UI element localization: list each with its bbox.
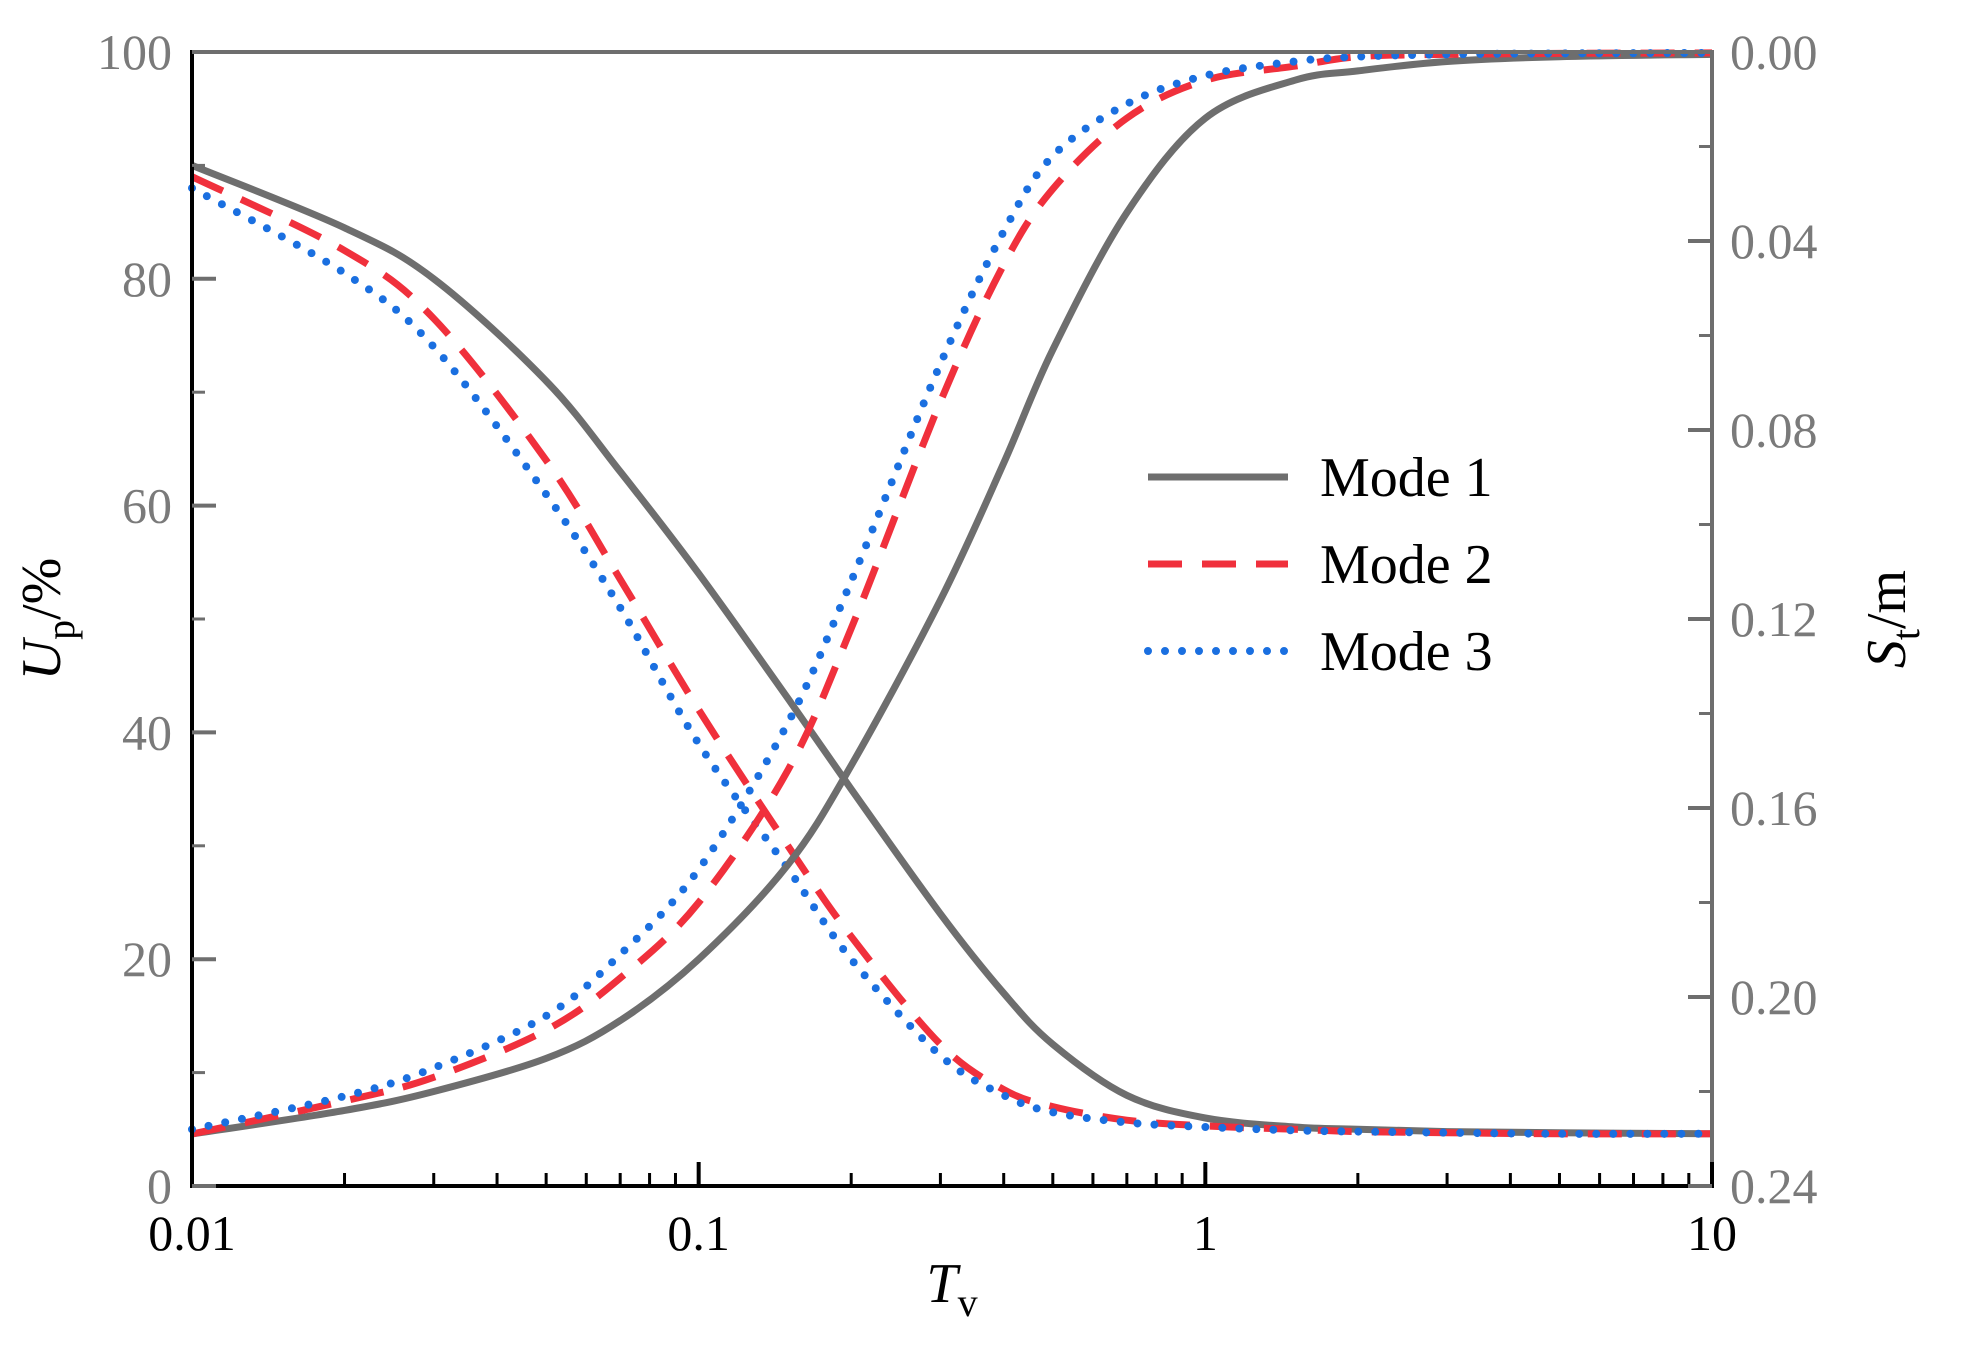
left-axis-label-suffix: /%: [11, 558, 73, 620]
left-axis-label-main: U: [11, 636, 73, 680]
x-tick-label: 0.1: [667, 1205, 730, 1261]
right-tick-label: 0.04: [1730, 213, 1818, 269]
x-axis-label-main: T: [926, 1253, 961, 1315]
curves-layer: [188, 48, 1716, 1138]
right-axis-label-main: S: [1856, 640, 1918, 668]
left-axis-ticks: 0 20 40 60 80 100: [97, 24, 216, 1214]
right-tick-label: 0.08: [1730, 402, 1818, 458]
x-tick-label: 0.01: [148, 1205, 236, 1261]
right-tick-label: 0.00: [1730, 24, 1818, 80]
right-tick-label: 0.24: [1730, 1158, 1818, 1214]
series-line-mode-2-right: [191, 49, 1713, 1138]
right-tick-label: 0.20: [1730, 969, 1818, 1025]
left-tick-label: 60: [122, 478, 172, 534]
x-axis-label: Tv: [926, 1253, 977, 1325]
legend-label-mode-2: Mode 2: [1320, 534, 1493, 596]
series-line-mode-3-right: [188, 48, 1716, 1134]
plot-frame: [190, 50, 1714, 1188]
legend-label-mode-3: Mode 3: [1320, 621, 1493, 683]
right-tick-label: 0.16: [1730, 780, 1818, 836]
left-tick-label: 80: [122, 251, 172, 307]
right-axis-label-sub: t: [1883, 629, 1928, 640]
left-tick-label: 20: [122, 931, 172, 987]
left-tick-label: 0: [147, 1158, 172, 1214]
x-tick-label: 1: [1193, 1205, 1218, 1261]
left-tick-label: 100: [97, 24, 172, 80]
left-axis-label: Up/%: [11, 558, 83, 681]
right-axis-label: St/m: [1856, 570, 1928, 668]
left-tick-label: 40: [122, 704, 172, 760]
x-axis-ticks: 0.01 0.1 1 10: [148, 1162, 1737, 1261]
series-line-mode-3-left: [188, 184, 1716, 1138]
right-axis-ticks: 0.24 0.20 0.16 0.12 0.08 0.04 0.00: [1688, 24, 1818, 1214]
legend-label-mode-1: Mode 1: [1320, 447, 1493, 509]
x-tick-label: 10: [1687, 1205, 1737, 1261]
series-line-mode-1-right: [191, 50, 1713, 1138]
legend: Mode 1 Mode 2 Mode 3: [1144, 447, 1493, 683]
x-axis-label-sub: v: [958, 1280, 978, 1325]
right-axis-label-suffix: /m: [1856, 570, 1918, 629]
right-tick-label: 0.12: [1730, 591, 1818, 647]
left-axis-label-sub: p: [38, 620, 83, 640]
